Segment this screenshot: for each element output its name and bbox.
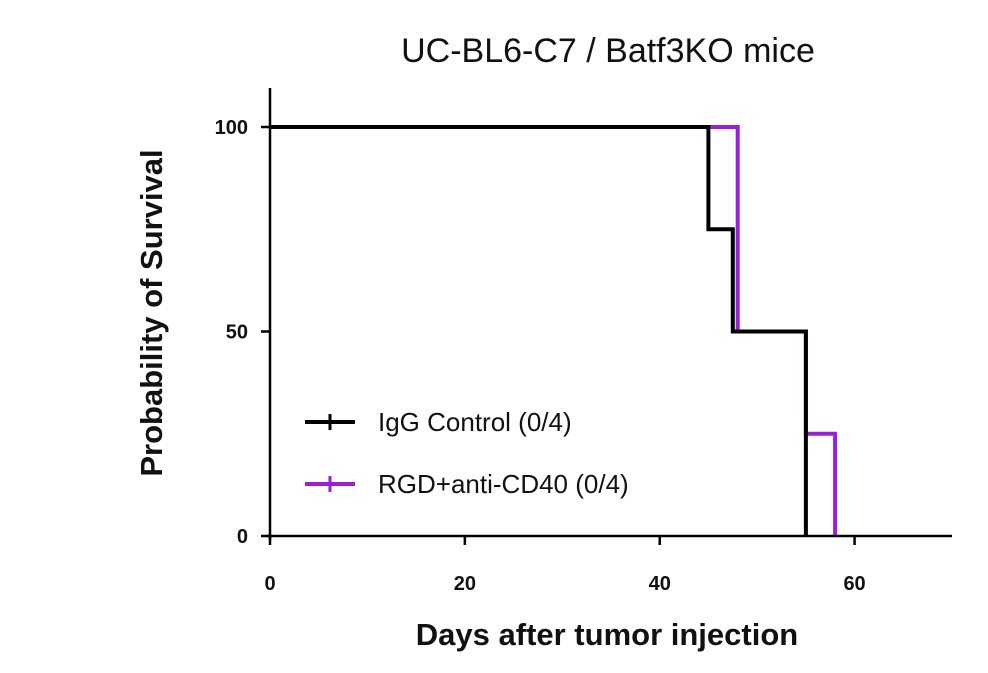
ticks-layer: 0 20 40 60 0 50 100	[215, 117, 866, 595]
legend-label-1: IgG Control (0/4)	[378, 407, 572, 437]
series-line-1	[270, 125, 808, 536]
legend-label-2: RGD+anti-CD40 (0/4)	[378, 469, 629, 499]
y-tick-label: 100	[215, 117, 248, 139]
x-tick-label: 20	[454, 573, 476, 595]
y-tick-label: 0	[237, 526, 248, 548]
legend: IgG Control (0/4) RGD+anti-CD40 (0/4)	[305, 407, 629, 499]
chart-title: UC-BL6-C7 / Batf3KO mice	[401, 32, 815, 70]
axes-layer	[266, 88, 952, 540]
y-axis-label: Probability of Survival	[134, 149, 169, 476]
y-tick-label: 50	[226, 322, 248, 344]
x-tick-label: 40	[649, 573, 671, 595]
series-layer	[270, 125, 838, 536]
x-tick-label: 0	[264, 573, 275, 595]
x-axis-label: Days after tumor injection	[416, 617, 798, 652]
x-tick-label: 60	[843, 573, 865, 595]
